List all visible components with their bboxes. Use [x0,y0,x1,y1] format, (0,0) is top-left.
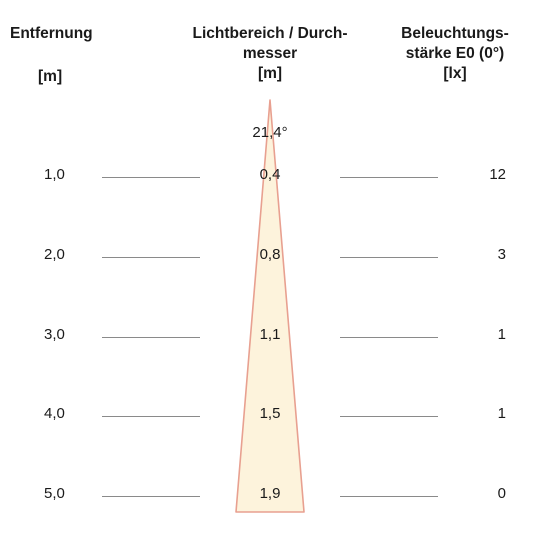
table-row: 4,0 1,5 1 [0,405,540,425]
distance-value: 4,0 [44,405,65,422]
header-diameter-line1: Lichtbereich / Durch- [192,25,348,42]
rule-line-left [102,496,200,497]
diameter-value: 1,9 [259,485,281,502]
distance-value: 5,0 [44,485,65,502]
distance-value: 2,0 [44,246,65,263]
header-distance: Entfernung [10,24,93,44]
header-illuminance: Beleuchtungs- stärke E0 (0°) [lx] [380,24,530,84]
diameter-value: 0,4 [259,166,281,183]
diameter-value: 1,1 [259,326,281,343]
diameter-value: 1,5 [259,405,281,422]
header-diameter: Lichtbereich / Durch- messer [m] [170,24,370,84]
light-cone-shape [235,99,305,513]
diameter-value: 0,8 [259,246,281,263]
illuminance-value: 12 [489,166,506,183]
distance-value: 3,0 [44,326,65,343]
rule-line-right [340,177,438,178]
table-row: 2,0 0,8 3 [0,246,540,266]
table-row: 3,0 1,1 1 [0,326,540,346]
illuminance-value: 1 [497,326,506,343]
beam-angle-label: 21,4° [252,124,288,141]
illuminance-value: 0 [497,485,506,502]
header-illuminance-unit: [lx] [443,65,467,82]
rule-line-left [102,257,200,258]
header-diameter-line2: messer [242,45,298,62]
rule-line-left [102,177,200,178]
illuminance-value: 1 [497,405,506,422]
rule-line-right [340,416,438,417]
header-distance-unit: [m] [38,68,63,85]
header-illuminance-line1: Beleuchtungs- [401,25,509,42]
rule-line-left [102,337,200,338]
rule-line-right [340,496,438,497]
table-row: 5,0 1,9 0 [0,485,540,505]
distance-value: 1,0 [44,166,65,183]
rule-line-right [340,257,438,258]
header-illuminance-line2: stärke E0 (0°) [405,45,505,62]
header-distance-label: Entfernung [10,25,93,42]
rule-line-left [102,416,200,417]
illuminance-value: 3 [497,246,506,263]
header-diameter-unit: [m] [257,65,283,82]
table-row: 1,0 0,4 12 [0,166,540,186]
rule-line-right [340,337,438,338]
